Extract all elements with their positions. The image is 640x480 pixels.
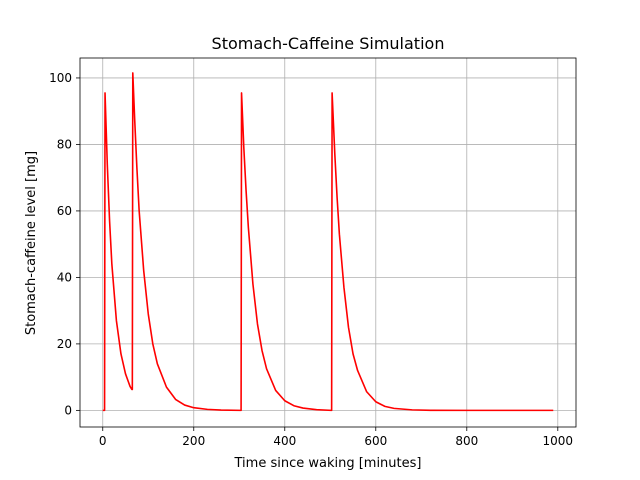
y-tick-label: 100 bbox=[49, 71, 72, 85]
series-line-0 bbox=[102, 72, 554, 412]
y-axis-label: Stomach-caffeine level [mg] bbox=[24, 151, 39, 335]
y-tick-label: 0 bbox=[64, 403, 72, 417]
y-axis: 0 20 40 60 80 100 bbox=[49, 71, 80, 417]
x-tick-label: 800 bbox=[455, 434, 478, 448]
x-tick-label: 400 bbox=[273, 434, 296, 448]
x-tick-label: 200 bbox=[182, 434, 205, 448]
x-axis: 0 200 400 600 800 1000 bbox=[99, 427, 573, 448]
chart-title: Stomach-Caffeine Simulation bbox=[212, 34, 445, 53]
y-tick-label: 60 bbox=[57, 204, 72, 218]
x-tick-label: 0 bbox=[99, 434, 107, 448]
y-tick-label: 20 bbox=[57, 337, 72, 351]
x-tick-label: 600 bbox=[364, 434, 387, 448]
plot-frame bbox=[79, 57, 577, 428]
series-layer bbox=[102, 72, 554, 412]
grid bbox=[80, 58, 576, 427]
y-tick-label: 40 bbox=[57, 270, 72, 284]
x-tick-label: 1000 bbox=[543, 434, 574, 448]
x-axis-label: Time since waking [minutes] bbox=[234, 456, 422, 471]
y-tick-label: 80 bbox=[57, 137, 72, 151]
